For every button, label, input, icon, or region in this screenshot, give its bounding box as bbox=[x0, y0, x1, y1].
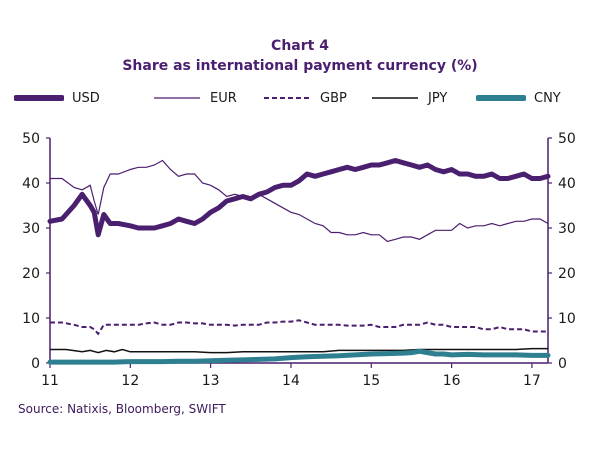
y-tick-label-left: 30 bbox=[22, 221, 40, 237]
y-tick-label-right: 30 bbox=[558, 221, 576, 237]
line-chart: 0 0 10 10 20 20 30 30 40 40 50 50 11 12 13 14 15 16 17 bbox=[22, 131, 576, 389]
y-tick-label-right: 0 bbox=[558, 356, 567, 372]
legend-swatch-eur bbox=[154, 97, 200, 99]
y-tick-label-right: 10 bbox=[558, 311, 576, 327]
legend-swatch-cny bbox=[476, 95, 526, 101]
series-line-gbp bbox=[50, 319, 548, 336]
legend-item-cny: CNY bbox=[476, 88, 561, 108]
y-tick-label-right: 40 bbox=[558, 176, 576, 192]
legend-label-eur: EUR bbox=[210, 90, 237, 106]
y-tick-label-left: 40 bbox=[22, 176, 40, 192]
chart-title: Share as international payment currency … bbox=[122, 58, 478, 74]
chart-heading: Chart 4 Share as international payment c… bbox=[0, 36, 600, 76]
series-line-usd bbox=[47, 158, 551, 238]
x-tick-label: 14 bbox=[282, 373, 300, 389]
legend-item-usd: USD bbox=[14, 88, 100, 108]
legend-swatch-jpy bbox=[372, 97, 418, 99]
y-tick-label-left: 10 bbox=[22, 311, 40, 327]
series-line-cny bbox=[47, 348, 551, 365]
legend-item-gbp: GBP bbox=[262, 88, 347, 108]
x-tick-label: 15 bbox=[362, 373, 380, 389]
series-line-eur bbox=[50, 159, 549, 243]
chart-number: Chart 4 bbox=[271, 38, 329, 54]
y-tick-label-left: 0 bbox=[31, 356, 40, 372]
legend-item-eur: EUR bbox=[152, 88, 237, 108]
y-tick-label-right: 50 bbox=[558, 131, 576, 147]
x-tick-label: 16 bbox=[443, 373, 461, 389]
legend-label-gbp: GBP bbox=[320, 90, 347, 106]
series-line-jpy bbox=[50, 347, 548, 354]
x-tick-label: 17 bbox=[523, 373, 541, 389]
y-tick-label-left: 50 bbox=[22, 131, 40, 147]
legend: USD EUR GBP JPY CNY bbox=[14, 88, 594, 108]
y-tick-label-left: 20 bbox=[22, 266, 40, 282]
legend-label-jpy: JPY bbox=[428, 90, 448, 106]
legend-label-usd: USD bbox=[72, 90, 100, 106]
x-tick-label: 11 bbox=[41, 373, 59, 389]
legend-item-jpy: JPY bbox=[370, 88, 447, 108]
legend-label-cny: CNY bbox=[534, 90, 561, 106]
y-tick-label-right: 20 bbox=[558, 266, 576, 282]
x-tick-label: 12 bbox=[121, 373, 139, 389]
legend-swatch-usd bbox=[14, 95, 64, 101]
x-tick-label: 13 bbox=[202, 373, 220, 389]
source-note: Source: Natixis, Bloomberg, SWIFT bbox=[18, 402, 226, 416]
